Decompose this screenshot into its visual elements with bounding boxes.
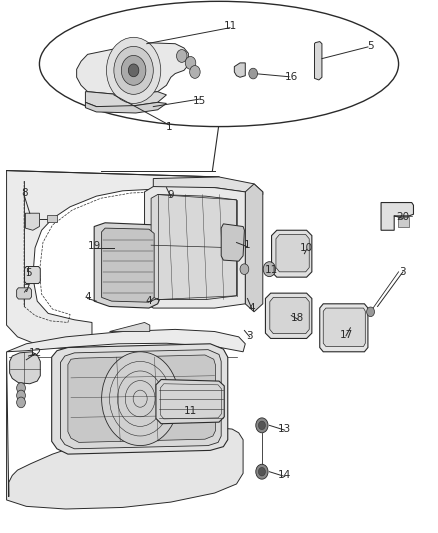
Text: 5: 5 — [367, 42, 374, 51]
Text: 15: 15 — [193, 96, 206, 106]
Polygon shape — [381, 203, 413, 230]
Polygon shape — [10, 352, 40, 384]
Polygon shape — [7, 352, 243, 509]
Text: 7: 7 — [23, 285, 30, 294]
Polygon shape — [320, 304, 368, 352]
Circle shape — [17, 397, 25, 408]
Circle shape — [102, 352, 179, 446]
Bar — [398, 217, 409, 227]
Polygon shape — [102, 228, 154, 302]
Circle shape — [185, 56, 196, 69]
Polygon shape — [270, 297, 309, 334]
Text: 4: 4 — [248, 303, 255, 312]
Circle shape — [106, 37, 161, 103]
Circle shape — [258, 421, 265, 430]
Bar — [47, 215, 57, 222]
Text: 19: 19 — [88, 241, 101, 251]
Circle shape — [128, 64, 139, 77]
Text: 1: 1 — [244, 240, 251, 250]
Polygon shape — [276, 235, 309, 272]
Circle shape — [256, 418, 268, 433]
Polygon shape — [110, 322, 150, 332]
Polygon shape — [94, 223, 161, 308]
Polygon shape — [77, 43, 188, 95]
Text: 8: 8 — [21, 188, 28, 198]
Circle shape — [256, 464, 268, 479]
Circle shape — [190, 66, 200, 78]
Ellipse shape — [39, 1, 399, 126]
Polygon shape — [68, 355, 215, 442]
Circle shape — [121, 55, 146, 85]
Circle shape — [240, 264, 249, 274]
Circle shape — [367, 307, 374, 317]
Text: 12: 12 — [28, 348, 42, 358]
Text: 20: 20 — [396, 213, 410, 222]
Text: 11: 11 — [265, 265, 278, 274]
Polygon shape — [25, 266, 40, 284]
Text: 3: 3 — [399, 267, 406, 277]
Text: 16: 16 — [285, 72, 298, 82]
Polygon shape — [265, 293, 312, 338]
Polygon shape — [153, 177, 263, 195]
Polygon shape — [7, 171, 219, 349]
Polygon shape — [145, 187, 245, 308]
Circle shape — [177, 50, 187, 62]
Text: 5: 5 — [25, 268, 32, 278]
Circle shape — [249, 68, 258, 79]
Text: 3: 3 — [246, 331, 253, 341]
Text: 14: 14 — [278, 471, 291, 480]
Text: 1: 1 — [165, 122, 172, 132]
Polygon shape — [323, 308, 365, 346]
Circle shape — [17, 383, 25, 393]
Text: 4: 4 — [145, 296, 152, 305]
Text: 11: 11 — [223, 21, 237, 30]
Polygon shape — [17, 288, 32, 299]
Polygon shape — [85, 92, 166, 108]
Polygon shape — [234, 63, 245, 77]
Polygon shape — [85, 102, 166, 113]
Circle shape — [258, 467, 265, 476]
Text: 17: 17 — [339, 330, 353, 340]
Polygon shape — [245, 184, 263, 312]
Polygon shape — [7, 329, 245, 352]
Circle shape — [114, 46, 153, 94]
Text: 13: 13 — [278, 424, 291, 433]
Text: 11: 11 — [184, 407, 197, 416]
Polygon shape — [221, 224, 244, 261]
Polygon shape — [52, 344, 228, 454]
Polygon shape — [60, 350, 221, 449]
Circle shape — [263, 262, 276, 277]
Polygon shape — [151, 195, 237, 300]
Text: 4: 4 — [84, 293, 91, 302]
Text: 9: 9 — [167, 190, 174, 199]
Polygon shape — [156, 379, 224, 424]
Polygon shape — [314, 42, 322, 80]
Polygon shape — [272, 230, 312, 277]
Text: 10: 10 — [300, 243, 313, 253]
Circle shape — [17, 390, 25, 401]
Text: 18: 18 — [291, 313, 304, 323]
Polygon shape — [25, 213, 39, 230]
